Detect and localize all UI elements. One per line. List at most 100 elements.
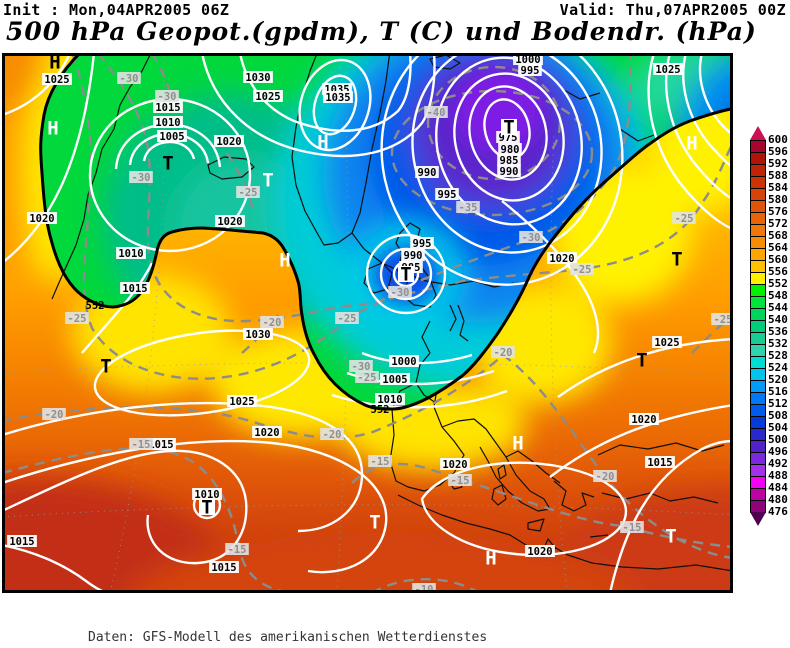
pressure-label: 1030 [245,72,270,84]
pressure-label: 1005 [382,374,407,386]
pressure-label: 1020 [254,427,279,439]
colorbar-tick-label: 508 [768,409,788,422]
temperature-label-box [236,186,260,198]
pressure-label: 1005 [159,131,184,143]
temperature-label: -15 [132,439,151,451]
temperature-label: -15 [228,544,247,556]
low-center-marker: T [503,117,514,139]
pressure-label-box [252,426,282,438]
pressure-label: 1020 [29,213,54,225]
colorbar-segment [750,200,766,212]
colorbar-segment [750,488,766,500]
temperature-label: -30 [522,232,541,244]
colorbar-segment [750,212,766,224]
temperature-label: -25 [68,313,87,325]
temperature-label-box [320,428,344,440]
colorbar-tick-label: 524 [768,361,788,374]
temperature-label: -20 [263,317,282,329]
pressure-label-box [415,166,439,178]
colorbar-tick-label: 504 [768,421,788,434]
geopotential-colorbar: 600 596 592 588 584 580 576 572 568 564 560 556 552 5… [750,126,790,530]
pressure-label: 1020 [527,546,552,558]
temperature-label-box [519,231,543,243]
pressure-label-box [153,116,183,128]
colorbar-tick-label: 532 [768,337,788,350]
colorbar-tick-label: 572 [768,217,788,230]
temperature-label: -30 [120,73,139,85]
colorbar-tick-label: 540 [768,313,788,326]
temperature-label-box [260,316,284,328]
pressure-label: 985 [500,155,519,167]
coastlines [51,53,733,572]
pressure-label: 1015 [647,457,672,469]
temperature-label: -20 [45,409,64,421]
geopotential-552-line [39,53,732,411]
temperature-label-box [335,312,359,324]
colorbar-segment [750,464,766,476]
low-center-marker: T [162,153,173,175]
pressure-label-box [253,90,283,102]
temperature-label: -25 [714,314,733,326]
colorbar-tick-label: 596 [768,145,788,158]
pressure-label: 1015 [155,102,180,114]
colorbar-segment [750,224,766,236]
pressure-label-box [629,413,659,425]
pressure-label: 1025 [654,337,679,349]
high-center-marker: H [279,250,290,272]
colorbar-tick-label: 548 [768,289,788,302]
pressure-label: 1020 [216,136,241,148]
pressure-label-box [497,165,521,177]
height-line-label: 552 [86,300,105,312]
temperature-label-box [129,438,153,450]
temperature-label-box [155,90,179,102]
colorbar-segment [750,236,766,248]
temperature-label-box [456,201,480,213]
low-center-marker: T [369,512,380,534]
temperature-label-box [349,360,373,372]
colorbar-tick-label: 492 [768,457,788,470]
pressure-label-box [227,395,257,407]
height-line-label: 552 [371,404,390,416]
pressure-label-box [116,247,146,259]
colorbar-tick-label: 592 [768,157,788,170]
pressure-label: 1020 [217,216,242,228]
colorbar-tick-label: 556 [768,265,788,278]
colorbar-tick-label: 484 [768,481,788,494]
pressure-label: 1010 [377,394,402,406]
temperature-label-box [711,313,733,325]
colorbar-segment [750,392,766,404]
colorbar-tick-label: 516 [768,385,788,398]
colorbar-tick-label: 552 [768,277,788,290]
colorbar-segment [750,164,766,176]
temperature-label: -30 [391,287,410,299]
colorbar-tick-label: 544 [768,301,788,314]
map-labels: 1025 1020 1015 1015 1015 1010 1005 1020 1020 1030… [7,53,733,593]
pressure-label: 1015 [148,439,173,451]
colorbar-tick-label: 584 [768,181,788,194]
colorbar-tick-label: 536 [768,325,788,338]
valid-time-label: Valid: Thu,07APR2005 00Z [559,1,786,19]
pressure-label: 995 [521,65,540,77]
pressure-label: 980 [501,144,520,156]
colorbar-tick-label: 560 [768,253,788,266]
pressure-label-box [243,328,273,340]
footer-data-source: Daten: GFS-Modell des amerikanischen Wet… [88,630,488,645]
weather-map: 1025 1020 1015 1015 1015 1010 1005 1020 1020 1030… [2,53,733,593]
pressure-center-box [199,499,215,515]
colorbar-tick-label: 568 [768,229,788,242]
pressure-label-box [645,456,675,468]
temperature-label-box [424,106,448,118]
temperature-label-box [355,371,379,383]
pressure-label: 995 [438,189,457,201]
colorbar-tick-label: 600 [768,133,788,146]
pressure-label-box [401,249,425,261]
temperature-label: -30 [352,361,371,373]
pressure-label-box [652,336,682,348]
pressure-label-box [547,252,577,264]
high-center-marker: H [317,132,328,154]
pressure-label-box [7,535,37,547]
pressure-label-box [389,355,419,367]
high-center-marker: H [49,53,60,74]
temperature-label-box [672,212,696,224]
pressure-label: 1025 [255,91,280,103]
